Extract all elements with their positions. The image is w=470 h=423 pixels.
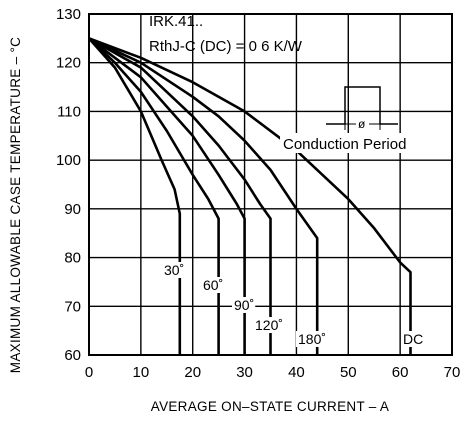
y-tick-label: 100 xyxy=(56,152,81,169)
y-tick-label: 120 xyxy=(56,55,81,72)
device-annotation: IRK.41.. xyxy=(149,13,203,30)
curve-label-3: 120˚ xyxy=(255,317,283,333)
x-axis-label: AVERAGE ON–STATE CURRENT – A xyxy=(151,399,389,414)
x-tick-label: 10 xyxy=(133,364,150,381)
x-tick-label: 70 xyxy=(444,364,461,381)
x-tick-label: 30 xyxy=(236,364,253,381)
curve-2 xyxy=(89,38,245,355)
y-axis-label: MAXIMUM ALLOWABLE CASE TEMPERATURE – °C xyxy=(8,37,23,373)
y-tick-label: 60 xyxy=(64,347,81,364)
y-tick-label: 80 xyxy=(64,250,81,267)
conduction-annotation: Conduction Period xyxy=(283,136,406,153)
curve-label-2: 90˚ xyxy=(234,297,254,313)
y-tick-label: 70 xyxy=(64,298,81,315)
y-tick-label: 90 xyxy=(64,201,81,218)
x-tick-label: 20 xyxy=(184,364,201,381)
conduction-angle-symbol: ø xyxy=(358,117,366,131)
curve-label-0: 30˚ xyxy=(164,262,184,278)
y-tick-label: 110 xyxy=(57,103,81,120)
x-tick-label: 40 xyxy=(288,364,305,381)
x-tick-label: 60 xyxy=(392,364,409,381)
curve-label-1: 60˚ xyxy=(203,277,223,293)
curve-4 xyxy=(89,38,317,355)
conduction-period-inset: ø xyxy=(326,87,398,131)
x-tick-label: 50 xyxy=(340,364,357,381)
curve-label-4: 180˚ xyxy=(298,331,326,347)
x-tick-label: 0 xyxy=(85,364,93,381)
curve-labels: 30˚ 60˚ 90˚120˚ 180˚ DC xyxy=(162,262,424,347)
rth-annotation: RthJ-C (DC) = 0 6 K/W xyxy=(149,38,303,55)
curve-label-5: DC xyxy=(403,331,423,347)
y-tick-label: 130 xyxy=(56,6,81,23)
